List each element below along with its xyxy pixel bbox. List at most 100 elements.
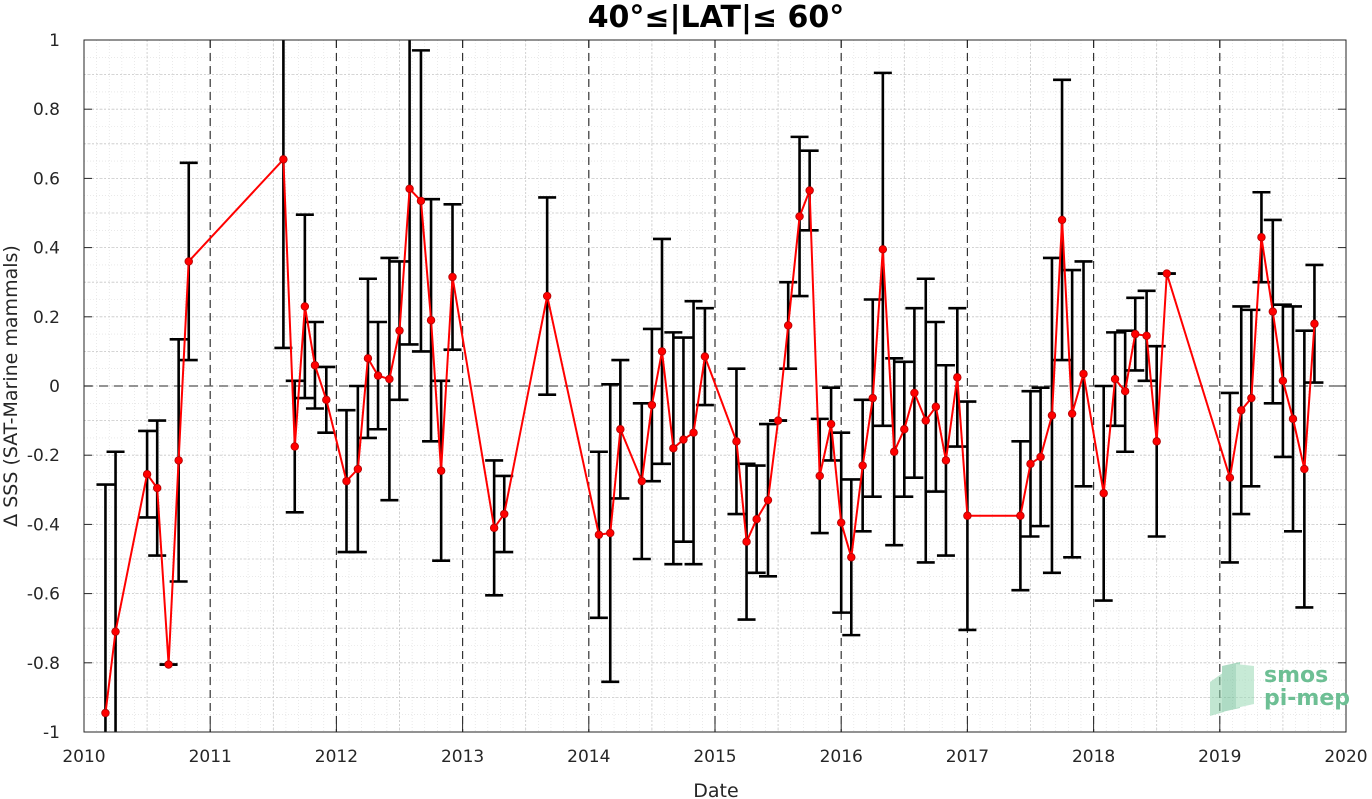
data-point bbox=[310, 361, 320, 370]
data-point bbox=[1120, 386, 1130, 396]
data-point bbox=[1237, 406, 1246, 415]
data-point bbox=[101, 708, 110, 718]
data-point bbox=[815, 471, 824, 481]
x-tick-label: 2015 bbox=[693, 747, 736, 767]
data-point bbox=[1026, 459, 1035, 469]
data-point bbox=[111, 627, 120, 636]
data-point bbox=[1142, 331, 1151, 341]
data-point bbox=[500, 509, 509, 519]
data-point bbox=[1067, 409, 1077, 418]
data-point bbox=[1247, 393, 1256, 403]
data-point bbox=[637, 476, 647, 486]
data-point bbox=[373, 371, 383, 380]
data-point bbox=[1057, 215, 1067, 225]
data-point bbox=[742, 537, 751, 546]
data-point bbox=[647, 400, 657, 410]
data-point bbox=[152, 483, 162, 493]
data-point bbox=[1036, 452, 1045, 462]
data-point bbox=[805, 186, 814, 195]
x-tick-label: 2014 bbox=[567, 747, 610, 767]
data-point bbox=[1047, 411, 1057, 420]
data-point bbox=[385, 374, 394, 384]
data-point bbox=[300, 302, 310, 311]
y-tick-label: -0.4 bbox=[27, 515, 60, 535]
y-tick-label: -0.8 bbox=[27, 654, 60, 674]
chart-title: 40°≤|LAT|≤ 60° bbox=[588, 0, 845, 35]
data-point bbox=[363, 354, 373, 363]
data-point bbox=[1310, 319, 1319, 328]
data-point bbox=[164, 660, 173, 669]
data-point bbox=[1278, 376, 1288, 386]
x-tick-label: 2010 bbox=[62, 747, 105, 767]
logo-line2: pi-mep bbox=[1264, 686, 1350, 711]
x-tick-label: 2012 bbox=[315, 747, 358, 767]
data-point bbox=[953, 373, 962, 382]
data-point bbox=[1288, 414, 1298, 424]
x-axis-label: Date bbox=[693, 780, 738, 799]
data-point bbox=[700, 352, 710, 361]
data-point bbox=[847, 553, 856, 562]
data-point bbox=[416, 196, 426, 206]
data-point bbox=[436, 466, 446, 475]
x-tick-label: 2018 bbox=[1072, 747, 1115, 767]
y-tick-label: 1 bbox=[49, 31, 60, 51]
data-point bbox=[322, 395, 331, 405]
data-point bbox=[426, 316, 436, 325]
y-tick-label: -0.6 bbox=[27, 585, 60, 605]
x-tick-label: 2013 bbox=[441, 747, 484, 767]
smos-pi-mep-logo: smos pi-mep bbox=[1210, 662, 1350, 716]
data-point bbox=[752, 515, 761, 524]
data-point bbox=[1268, 307, 1278, 316]
data-point bbox=[900, 425, 909, 434]
data-point bbox=[1300, 464, 1309, 474]
data-point bbox=[489, 523, 499, 533]
data-point bbox=[878, 245, 888, 254]
data-point bbox=[763, 495, 773, 505]
data-point bbox=[868, 393, 877, 403]
y-tick-label: 0.8 bbox=[33, 100, 60, 120]
data-point bbox=[1131, 329, 1140, 339]
y-tick-label: -1 bbox=[43, 723, 60, 743]
y-tick-labels: -1 -0.8 -0.6 -0.4 -0.2 0 0.2 0.4 0.6 0.8 1 bbox=[27, 31, 60, 743]
data-point bbox=[858, 461, 867, 470]
x-tick-labels: 2010 2011 2012 2013 2014 2015 2016 2017 2018 2019… bbox=[62, 747, 1367, 767]
data-point bbox=[353, 464, 363, 474]
data-point bbox=[921, 416, 930, 425]
data-point bbox=[783, 321, 793, 330]
data-point bbox=[679, 435, 688, 444]
data-point bbox=[931, 402, 941, 411]
data-point bbox=[1162, 269, 1171, 278]
data-point bbox=[773, 416, 783, 425]
data-point bbox=[890, 447, 899, 456]
data-point bbox=[941, 456, 951, 465]
y-tick-label: 0.4 bbox=[33, 239, 60, 259]
data-point bbox=[1257, 233, 1266, 242]
data-point bbox=[1079, 369, 1088, 379]
data-point bbox=[448, 272, 457, 282]
data-point bbox=[1225, 473, 1235, 482]
x-tick-label: 2020 bbox=[1324, 747, 1367, 767]
data-point bbox=[1099, 489, 1108, 498]
data-point bbox=[616, 425, 625, 434]
data-point bbox=[342, 476, 351, 486]
axis-ticks bbox=[83, 39, 1347, 733]
data-point bbox=[657, 347, 667, 356]
y-tick-label: 0 bbox=[49, 377, 60, 397]
x-tick-label: 2011 bbox=[189, 747, 232, 767]
data-point bbox=[142, 470, 152, 479]
data-point bbox=[290, 442, 299, 451]
data-point bbox=[542, 291, 552, 301]
data-point bbox=[405, 184, 414, 193]
data-point bbox=[1016, 511, 1025, 520]
series-line bbox=[104, 156, 1316, 714]
data-point bbox=[594, 530, 604, 539]
data-point bbox=[279, 155, 288, 164]
data-point bbox=[826, 419, 836, 429]
logo-mark-icon bbox=[1210, 662, 1254, 716]
data-point bbox=[795, 212, 804, 221]
data-point bbox=[184, 257, 193, 266]
x-tick-label: 2016 bbox=[820, 747, 863, 767]
data-point bbox=[837, 518, 846, 527]
data-point bbox=[606, 528, 615, 538]
data-point bbox=[1110, 374, 1120, 384]
